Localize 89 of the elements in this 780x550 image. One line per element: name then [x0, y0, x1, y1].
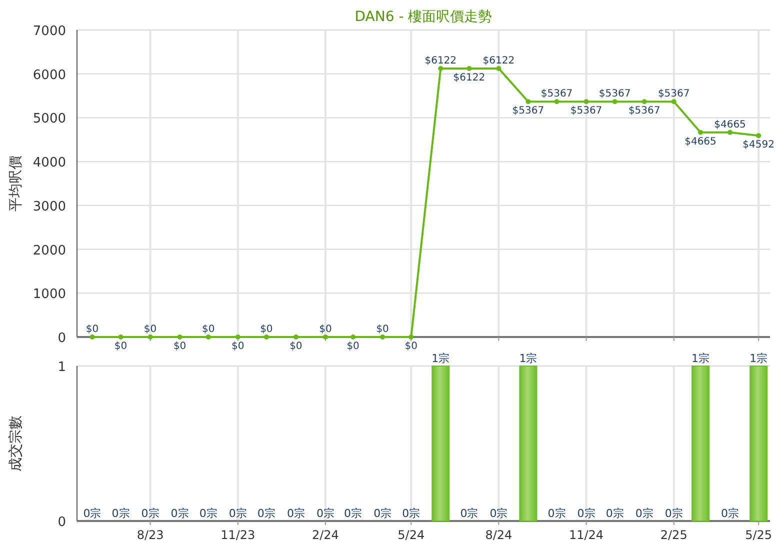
y-tick-label: 4000: [32, 156, 66, 171]
data-label: $4665: [714, 119, 746, 130]
y-tick-label: 1000: [32, 287, 66, 302]
data-label: $6122: [482, 56, 515, 67]
y-tick-label: 1: [58, 360, 66, 375]
point: [698, 130, 704, 135]
data-label: 0宗: [170, 507, 189, 520]
data-label: 0宗: [635, 507, 654, 520]
data-label: 0宗: [548, 507, 566, 520]
data-label: $0: [376, 324, 389, 335]
data-label: $5367: [540, 88, 573, 100]
data-label: 0宗: [112, 507, 130, 520]
y-axis-title: 成交宗數: [8, 416, 24, 472]
point: [728, 130, 733, 135]
data-label: 0宗: [664, 507, 683, 520]
y-tick-label: 0: [58, 515, 66, 530]
data-label: $5367: [658, 88, 690, 100]
data-label: $5367: [512, 106, 544, 117]
data-label: 0宗: [228, 507, 247, 520]
x-tick-label: 5/24: [398, 528, 425, 542]
data-label: 0宗: [257, 507, 276, 520]
data-label: 0宗: [577, 507, 596, 520]
point: [466, 66, 472, 72]
point: [584, 99, 589, 104]
point: [350, 334, 356, 340]
data-label: $0: [232, 341, 244, 352]
data-label: $0: [346, 341, 360, 352]
data-label: 0宗: [344, 507, 362, 520]
x-tick-label: 2/24: [312, 528, 339, 542]
y-tick-label: 7000: [32, 24, 66, 39]
data-label: 1宗: [432, 352, 450, 365]
data-label: $0: [114, 341, 128, 352]
point: [380, 334, 386, 340]
point: [642, 99, 647, 104]
y-tick-label: 2000: [32, 243, 66, 258]
data-label: $6122: [453, 72, 486, 84]
point: [206, 334, 211, 340]
point: [177, 334, 182, 340]
data-label: $0: [144, 324, 157, 335]
x-tick-label: 5/25: [745, 528, 772, 542]
data-label: $0: [173, 341, 186, 352]
data-label: $0: [319, 324, 332, 335]
point: [264, 334, 269, 340]
data-label: $5367: [570, 106, 602, 117]
y-tick-label: 3000: [32, 199, 66, 214]
point: [118, 334, 124, 340]
point: [293, 334, 298, 340]
data-label: $4665: [684, 136, 716, 148]
data-label: 0宗: [460, 507, 478, 520]
data-label: 0宗: [402, 507, 420, 520]
y-tick-label: 6000: [32, 68, 66, 83]
data-label: 0宗: [199, 507, 218, 520]
data-label: 0宗: [316, 507, 334, 520]
point: [554, 99, 560, 104]
data-label: $4592: [742, 140, 774, 151]
y-tick-label: 0: [58, 331, 66, 346]
x-tick-label: 11/24: [568, 528, 604, 542]
data-label: 0宗: [286, 507, 305, 520]
data-label: 0宗: [83, 507, 102, 520]
data-label: 0宗: [141, 507, 160, 520]
data-label: $5367: [628, 106, 660, 117]
data-label: 1宗: [519, 352, 538, 365]
data-label: $5367: [598, 88, 631, 100]
data-label: 0宗: [721, 507, 740, 520]
data-label: 0宗: [606, 507, 624, 520]
data-label: $0: [290, 341, 302, 352]
point: [526, 99, 531, 104]
x-tick-label: 8/23: [136, 528, 164, 542]
point: [756, 133, 762, 138]
x-tick-label: 11/23: [220, 528, 256, 542]
chart-title: DAN6 - 樓面呎價走勢: [354, 9, 492, 25]
point: [612, 99, 618, 104]
y-axis-title: 平均呎價: [8, 156, 24, 212]
data-label: $6122: [424, 56, 457, 67]
x-tick-label: 2/25: [660, 528, 688, 542]
data-label: $0: [404, 341, 418, 352]
data-label: $0: [260, 324, 273, 335]
data-label: 1宗: [750, 352, 768, 365]
data-label: $0: [202, 324, 215, 335]
data-label: $0: [86, 324, 99, 335]
data-label: 0宗: [374, 507, 392, 520]
x-tick-label: 8/24: [485, 528, 512, 542]
data-label: 0宗: [490, 507, 508, 520]
point: [496, 66, 502, 72]
data-label: 1宗: [692, 352, 710, 365]
point: [90, 334, 95, 340]
point: [671, 99, 676, 104]
point: [438, 66, 444, 72]
y-tick-label: 5000: [32, 112, 66, 127]
